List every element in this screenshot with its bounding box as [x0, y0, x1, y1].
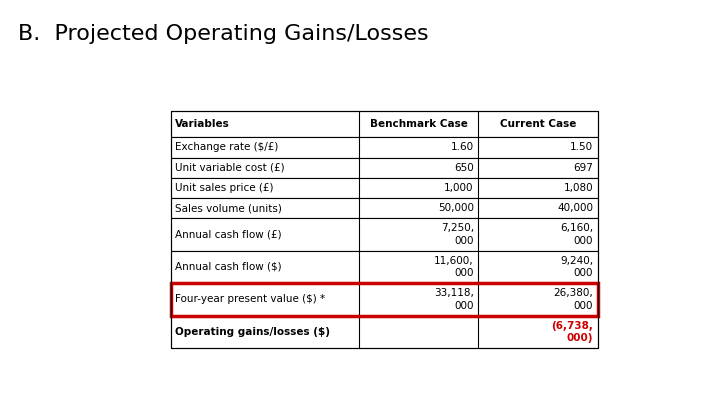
Text: Operating gains/losses ($): Operating gains/losses ($): [176, 327, 330, 337]
Text: 11,600,
000: 11,600, 000: [434, 256, 474, 278]
Text: 7,250,
000: 7,250, 000: [441, 223, 474, 246]
Text: (6,738,
000): (6,738, 000): [552, 321, 593, 343]
Bar: [171, 251, 598, 283]
Text: Annual cash flow ($): Annual cash flow ($): [176, 262, 282, 272]
Text: Unit variable cost (£): Unit variable cost (£): [176, 163, 285, 173]
Text: 1,080: 1,080: [564, 183, 593, 193]
Text: 26,380,
000: 26,380, 000: [554, 288, 593, 311]
Bar: [171, 158, 598, 178]
Bar: [171, 315, 598, 348]
Bar: [171, 111, 598, 137]
Text: Variables: Variables: [176, 119, 230, 129]
Text: 40,000: 40,000: [557, 203, 593, 213]
Text: Sales volume (units): Sales volume (units): [176, 203, 282, 213]
Bar: [171, 218, 598, 251]
Text: Annual cash flow (£): Annual cash flow (£): [176, 230, 282, 239]
Bar: [171, 178, 598, 198]
Bar: [171, 137, 598, 158]
Text: 697: 697: [573, 163, 593, 173]
Text: Benchmark Case: Benchmark Case: [369, 119, 467, 129]
Text: Unit sales price (£): Unit sales price (£): [176, 183, 274, 193]
Text: Exchange rate ($/£): Exchange rate ($/£): [176, 143, 279, 152]
Text: Current Case: Current Case: [500, 119, 576, 129]
Text: 1,000: 1,000: [444, 183, 474, 193]
Text: 6,160,
000: 6,160, 000: [560, 223, 593, 246]
Bar: [171, 198, 598, 218]
Text: 50,000: 50,000: [438, 203, 474, 213]
Text: 33,118,
000: 33,118, 000: [434, 288, 474, 311]
Text: 650: 650: [454, 163, 474, 173]
Text: 1.50: 1.50: [570, 143, 593, 152]
Text: Four-year present value ($) *: Four-year present value ($) *: [176, 294, 325, 305]
Bar: [171, 111, 598, 348]
Text: B.  Projected Operating Gains/Losses: B. Projected Operating Gains/Losses: [18, 24, 428, 44]
Bar: [171, 283, 598, 315]
Bar: [171, 283, 598, 315]
Text: 1.60: 1.60: [451, 143, 474, 152]
Text: 9,240,
000: 9,240, 000: [560, 256, 593, 278]
